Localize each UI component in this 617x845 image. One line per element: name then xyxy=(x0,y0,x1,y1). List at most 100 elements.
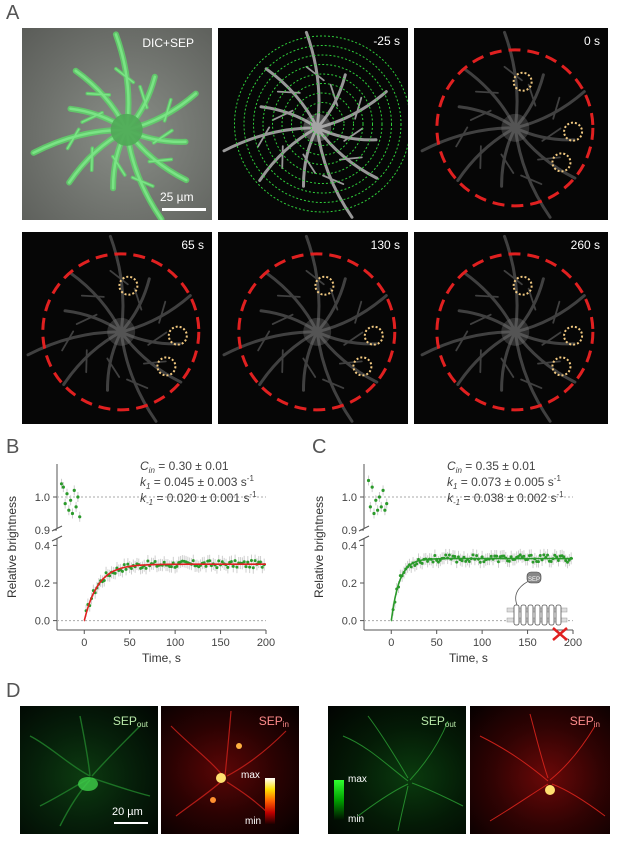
data-point xyxy=(63,502,67,506)
data-point xyxy=(59,482,64,486)
data-point xyxy=(130,566,134,570)
overlay-texture xyxy=(30,31,199,220)
recovery-plot-b: 0.9 1.0 0.0 0.2 0.4 0 50 100 150 200 Time, s Relati… xyxy=(5,459,275,665)
data-point xyxy=(144,566,148,570)
receptor-schematic: SEP xyxy=(506,571,568,641)
data-point xyxy=(566,560,570,564)
data-point xyxy=(370,485,374,489)
data-point xyxy=(509,555,513,559)
sep-out-image-right: SEPout max min xyxy=(328,706,466,834)
data-point xyxy=(542,553,546,557)
data-point xyxy=(383,508,387,512)
data-point xyxy=(61,485,65,489)
panel-letter-b: B xyxy=(6,436,20,458)
data-point xyxy=(536,560,540,564)
fit-annotation: Cin = 0.30 ± 0.01 xyxy=(140,459,229,475)
data-point xyxy=(122,563,126,567)
data-point xyxy=(546,553,550,557)
y-tick-label: 1.0 xyxy=(35,492,50,504)
data-point xyxy=(437,560,441,564)
y-tick-label: 0.9 xyxy=(342,525,357,537)
frame-time-label: 130 s xyxy=(370,238,400,252)
data-point xyxy=(76,495,80,499)
data-point xyxy=(467,560,471,564)
data-point xyxy=(233,559,237,563)
data-point xyxy=(426,559,430,563)
scale-bar-a xyxy=(162,208,206,211)
frame-time-label: -25 s xyxy=(373,34,400,48)
x-tick-label: 200 xyxy=(564,637,582,649)
data-point xyxy=(217,559,221,563)
data-point xyxy=(433,554,437,558)
frame-texture xyxy=(26,234,201,423)
y-tick-label: 1.0 xyxy=(342,492,357,504)
sep-in-label-right: SEPin xyxy=(569,714,600,729)
data-point xyxy=(475,554,479,558)
frame-time-label: 260 s xyxy=(570,238,600,252)
data-point xyxy=(108,574,112,578)
data-point xyxy=(153,560,157,564)
data-point xyxy=(220,560,224,564)
data-point xyxy=(260,565,264,569)
data-point xyxy=(229,560,233,564)
y-axis-label: Relative brightness xyxy=(312,496,326,598)
sep-in-image-left: SEPin max min xyxy=(161,706,299,834)
data-point xyxy=(453,554,457,558)
colorbar-green-max: max xyxy=(348,774,367,785)
frap-frame-image: 130 s xyxy=(218,232,408,424)
data-point xyxy=(444,553,448,557)
axis-break xyxy=(51,525,63,542)
data-point xyxy=(556,558,560,562)
x-tick-label: 150 xyxy=(518,637,536,649)
data-point xyxy=(259,560,263,564)
data-point xyxy=(366,478,371,483)
data-point xyxy=(376,508,380,512)
axis-break xyxy=(358,525,370,542)
sep-in-texture-right xyxy=(479,713,606,822)
data-point xyxy=(538,554,542,558)
data-point xyxy=(457,555,461,559)
frap-frame-image: 65 s xyxy=(22,232,212,424)
data-point xyxy=(249,559,253,563)
data-point xyxy=(409,565,413,569)
data-point xyxy=(529,553,533,557)
data-point xyxy=(464,559,468,563)
data-point xyxy=(381,488,385,492)
sep-out-texture-left xyxy=(29,715,151,827)
colorbar-heat-min: min xyxy=(245,816,262,827)
data-point xyxy=(69,498,73,502)
data-point xyxy=(72,488,76,492)
x-tick-label: 50 xyxy=(124,637,136,649)
data-point xyxy=(67,508,71,512)
y-tick-label: 0.9 xyxy=(35,525,50,537)
colorbar-heat xyxy=(265,778,275,824)
data-point xyxy=(496,560,500,564)
colorbar-green xyxy=(334,780,344,820)
y-tick-label: 0.2 xyxy=(35,578,50,590)
data-point xyxy=(235,565,239,569)
data-point xyxy=(489,554,493,558)
data-point xyxy=(460,559,464,563)
data-point xyxy=(65,492,69,496)
dic-sep-overlay-image: DIC+SEP 25 µm xyxy=(22,28,212,220)
y-tick-label: 0.0 xyxy=(342,616,357,628)
data-point xyxy=(377,495,382,499)
data-point xyxy=(555,555,559,559)
fit-annotation: k-1 = 0.020 ± 0.001 s-1 xyxy=(140,490,257,507)
y-tick-label: 0.2 xyxy=(342,578,357,590)
data-point xyxy=(215,566,219,570)
panel-letter-a: A xyxy=(6,2,20,24)
y-tick-label: 0.4 xyxy=(35,540,50,552)
data-point xyxy=(455,560,459,564)
data-point xyxy=(447,553,451,557)
data-point xyxy=(175,564,179,568)
data-point xyxy=(495,554,499,558)
sep-out-label-left: SEPout xyxy=(112,714,148,729)
data-point xyxy=(482,560,486,564)
data-point xyxy=(146,559,150,563)
data-point xyxy=(562,555,566,559)
data-point xyxy=(74,505,78,509)
x-tick-label: 200 xyxy=(257,637,275,649)
recovery-plot-c: 0.9 1.0 0.0 0.2 0.4 0 50 100 150 200 Time, s Relati… xyxy=(312,459,582,665)
data-point xyxy=(162,560,166,564)
